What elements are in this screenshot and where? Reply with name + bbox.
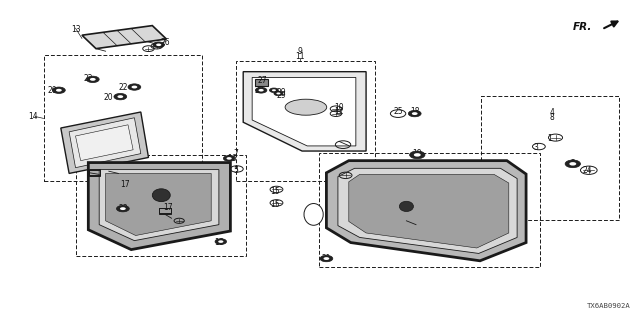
Text: 20: 20 xyxy=(104,93,114,102)
Polygon shape xyxy=(88,163,230,250)
Polygon shape xyxy=(82,26,166,49)
Circle shape xyxy=(116,205,129,212)
Circle shape xyxy=(52,87,65,93)
Text: FR.: FR. xyxy=(573,22,592,32)
Circle shape xyxy=(223,156,235,161)
Ellipse shape xyxy=(304,204,323,225)
Circle shape xyxy=(565,160,580,168)
Circle shape xyxy=(90,78,96,81)
Polygon shape xyxy=(76,125,133,161)
Polygon shape xyxy=(338,168,517,253)
Ellipse shape xyxy=(399,201,413,212)
Text: 10: 10 xyxy=(334,103,344,112)
Circle shape xyxy=(215,239,227,244)
Circle shape xyxy=(272,89,276,91)
Polygon shape xyxy=(255,79,268,86)
Ellipse shape xyxy=(285,99,326,115)
Text: 15: 15 xyxy=(270,187,280,196)
Bar xyxy=(159,208,171,214)
Text: 27: 27 xyxy=(257,76,268,85)
Circle shape xyxy=(114,93,127,100)
Circle shape xyxy=(274,91,283,96)
Circle shape xyxy=(412,112,418,115)
Polygon shape xyxy=(326,161,526,261)
Text: 19: 19 xyxy=(412,149,422,158)
Text: 21: 21 xyxy=(322,254,331,263)
Text: 17: 17 xyxy=(120,180,131,189)
Text: 6: 6 xyxy=(311,212,316,221)
Bar xyxy=(44,55,202,181)
Polygon shape xyxy=(99,170,219,241)
Circle shape xyxy=(255,87,267,93)
Text: 9: 9 xyxy=(297,47,302,56)
Circle shape xyxy=(86,76,99,83)
Text: 20: 20 xyxy=(47,86,58,95)
Circle shape xyxy=(120,207,125,210)
Text: 5: 5 xyxy=(233,166,238,175)
Text: 25: 25 xyxy=(393,108,403,116)
Ellipse shape xyxy=(152,189,170,202)
Circle shape xyxy=(132,86,138,88)
Circle shape xyxy=(156,44,161,46)
Circle shape xyxy=(410,151,425,159)
Text: 18: 18 xyxy=(410,108,419,116)
Polygon shape xyxy=(349,174,509,248)
Bar xyxy=(89,170,100,176)
Text: 2: 2 xyxy=(570,159,575,168)
Circle shape xyxy=(153,42,164,48)
Text: 3: 3 xyxy=(534,143,539,152)
Circle shape xyxy=(128,84,141,90)
Circle shape xyxy=(570,162,576,165)
Circle shape xyxy=(414,153,420,156)
Circle shape xyxy=(218,240,223,243)
Text: 23: 23 xyxy=(118,204,128,213)
Circle shape xyxy=(323,257,329,260)
Text: 16: 16 xyxy=(214,238,224,247)
Bar xyxy=(236,61,375,181)
Text: 15: 15 xyxy=(270,200,280,209)
Text: 12: 12 xyxy=(335,108,344,116)
Circle shape xyxy=(320,255,333,262)
Text: 28: 28 xyxy=(255,86,264,95)
Bar xyxy=(159,208,171,213)
Bar xyxy=(89,169,100,175)
Circle shape xyxy=(269,88,278,92)
Text: TX6AB0902A: TX6AB0902A xyxy=(587,303,630,309)
Text: 22: 22 xyxy=(84,74,93,83)
Polygon shape xyxy=(69,118,141,168)
Polygon shape xyxy=(61,112,148,173)
Text: 8: 8 xyxy=(549,113,554,122)
Polygon shape xyxy=(106,173,211,236)
Text: 16: 16 xyxy=(227,154,237,163)
Text: 4: 4 xyxy=(549,108,554,117)
Text: 13: 13 xyxy=(70,25,81,34)
Circle shape xyxy=(56,89,61,92)
Polygon shape xyxy=(252,77,356,146)
Circle shape xyxy=(276,92,280,94)
Circle shape xyxy=(408,110,421,117)
Text: 22: 22 xyxy=(118,83,127,92)
Polygon shape xyxy=(243,72,366,151)
Circle shape xyxy=(259,89,264,92)
Text: 17: 17 xyxy=(163,203,173,212)
Text: 7: 7 xyxy=(233,149,238,158)
Text: 29: 29 xyxy=(276,88,287,97)
Bar xyxy=(319,153,540,267)
Text: 26: 26 xyxy=(160,38,170,47)
Text: 24: 24 xyxy=(582,166,593,175)
Circle shape xyxy=(227,157,232,160)
Text: 29: 29 xyxy=(276,92,287,100)
Bar xyxy=(76,155,246,256)
Bar xyxy=(481,96,619,220)
Text: 11: 11 xyxy=(295,52,304,61)
Text: 14: 14 xyxy=(28,112,38,121)
Circle shape xyxy=(118,95,123,98)
Text: 1: 1 xyxy=(547,134,552,143)
